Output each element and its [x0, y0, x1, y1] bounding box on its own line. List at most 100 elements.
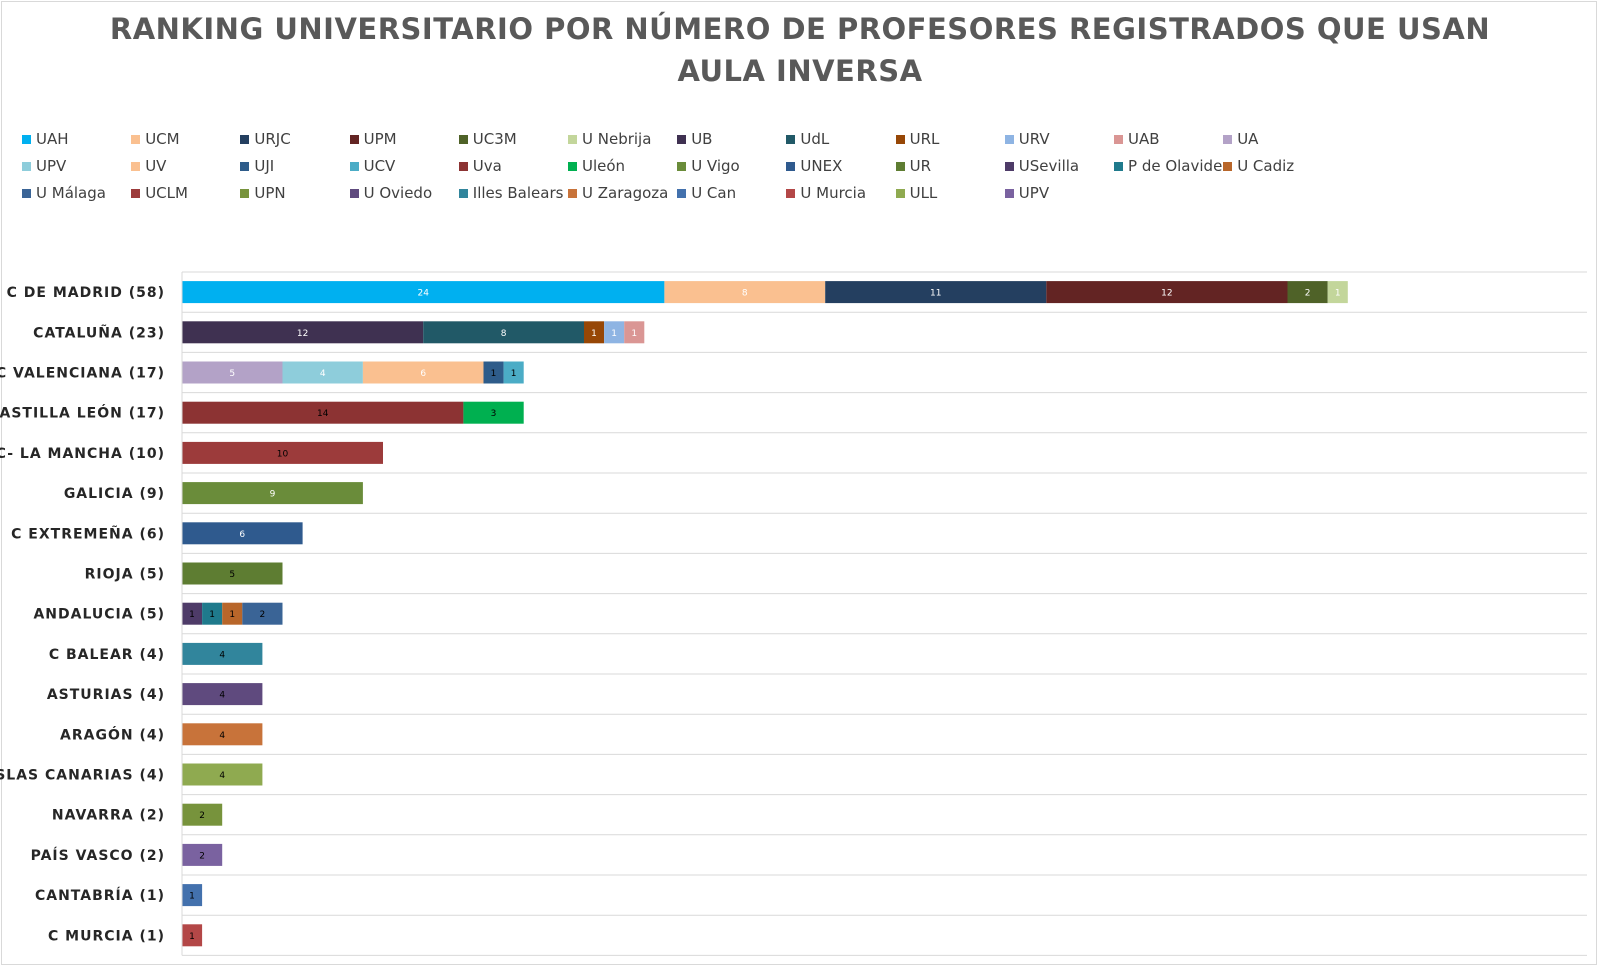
legend-label: UV	[145, 157, 167, 175]
legend-label: USevilla	[1018, 157, 1080, 175]
legend-item: UJI	[240, 155, 274, 177]
legend-swatch	[895, 161, 905, 171]
bar-segment	[182, 843, 223, 866]
legend-item: UC3M	[458, 128, 517, 150]
legend-swatch	[568, 161, 577, 171]
data-label: 6	[239, 530, 245, 540]
legend-label: ULL	[909, 184, 938, 202]
bar-segment	[242, 602, 283, 625]
legend-item: U Oviedo	[349, 182, 433, 204]
legend-swatch	[349, 134, 359, 144]
category-label: C- LA MANCHA (10)	[0, 446, 165, 462]
category-label: C MURCIA (1)	[48, 928, 165, 944]
data-label: 1	[189, 610, 195, 620]
category-label: CANTABRÍA (1)	[35, 887, 165, 904]
bar-segment	[362, 361, 484, 384]
legend-label: UNEX	[800, 157, 843, 175]
category-label: ASTURIAS (4)	[47, 687, 165, 703]
category-label: RIOJA (5)	[85, 567, 165, 583]
legend-swatch	[349, 161, 359, 171]
data-label: 10	[277, 449, 289, 459]
legend-item: UA	[1223, 128, 1258, 150]
legend-swatch	[786, 188, 796, 198]
category-label: ISLAS CANARIAS (4)	[0, 768, 165, 784]
legend-label: UCV	[363, 157, 396, 175]
data-label: 8	[501, 329, 507, 339]
legend-item: UAB	[1114, 128, 1160, 150]
bar-segment	[182, 441, 383, 464]
legend-label: U Murcia	[800, 184, 867, 202]
bar-segment	[182, 562, 283, 585]
legend-label: UA	[1237, 130, 1259, 148]
bar-segment	[1046, 281, 1288, 304]
data-label: 2	[199, 851, 205, 861]
data-label: 4	[219, 771, 225, 781]
legend-item: Uva	[458, 155, 502, 177]
legend-item: URV	[1004, 128, 1050, 150]
legend-swatch	[1004, 188, 1014, 198]
legend-item: U Murcia	[786, 182, 866, 204]
data-label: 1	[631, 329, 637, 339]
category-label: CATALUÑA (23)	[33, 324, 165, 341]
legend-label: UJI	[254, 157, 275, 175]
legend-swatch	[1004, 161, 1014, 171]
data-label: 1	[591, 329, 597, 339]
legend-label: UdL	[800, 130, 830, 148]
legend-item: U Vigo	[677, 155, 740, 177]
legend-label: U Cadiz	[1237, 157, 1295, 175]
data-label: 6	[420, 369, 426, 379]
data-label: 3	[491, 409, 497, 419]
data-label: 24	[417, 289, 429, 299]
category-label: GALICIA (9)	[64, 486, 165, 502]
legend-item: UR	[895, 155, 931, 177]
bar-segment	[182, 401, 464, 424]
bar-segment	[624, 321, 645, 344]
legend-item: U Nebrija	[568, 128, 651, 150]
legend-item: Illes Balears	[458, 182, 563, 204]
data-label: 9	[270, 490, 276, 500]
legend-label: U Nebrija	[582, 130, 652, 148]
legend-label: U Oviedo	[363, 184, 433, 202]
legend-item: UNEX	[786, 155, 842, 177]
legend-swatch	[1114, 134, 1123, 144]
legend-swatch	[458, 188, 468, 198]
legend-item: UPN	[240, 182, 286, 204]
data-label: 12	[297, 329, 308, 339]
legend-swatch	[22, 161, 31, 171]
legend-swatch	[786, 134, 796, 144]
legend-swatch	[131, 161, 141, 171]
legend-item: UPV	[22, 155, 66, 177]
category-label: C DE MADRID (58)	[7, 285, 165, 301]
legend-item: URL	[895, 128, 940, 150]
bar-segment	[182, 683, 263, 706]
bar-segment	[483, 361, 504, 384]
data-label: 11	[930, 289, 941, 299]
legend-label: UPV	[1018, 184, 1050, 202]
data-label: 14	[317, 409, 329, 419]
data-label: 1	[511, 369, 517, 379]
chart-title: RANKING UNIVERSITARIO POR NÚMERO DE PROF…	[0, 8, 1600, 92]
legend-item: P de Olavide	[1114, 155, 1222, 177]
legend-swatch	[349, 188, 359, 198]
legend-label: U Vigo	[691, 157, 740, 175]
bar-segment	[182, 602, 203, 625]
bar-segment	[182, 924, 203, 947]
data-label: 1	[229, 610, 235, 620]
legend-label: URL	[909, 130, 940, 148]
category-label: C VALENCIANA (17)	[0, 366, 165, 382]
bar-segment	[182, 723, 263, 746]
bar-segment	[503, 361, 524, 384]
category-label: CASTILLA LEÓN (17)	[0, 404, 165, 422]
legend-label: URV	[1018, 130, 1050, 148]
legend-swatch	[786, 161, 796, 171]
legend-item: U Cadiz	[1223, 155, 1294, 177]
data-label: 5	[229, 570, 235, 580]
data-label: 1	[189, 932, 195, 942]
bar-segment	[182, 803, 223, 826]
bar-segment	[182, 642, 263, 665]
bar-segment	[182, 482, 363, 505]
legend-item: Uleón	[568, 155, 625, 177]
legend-swatch	[677, 161, 687, 171]
